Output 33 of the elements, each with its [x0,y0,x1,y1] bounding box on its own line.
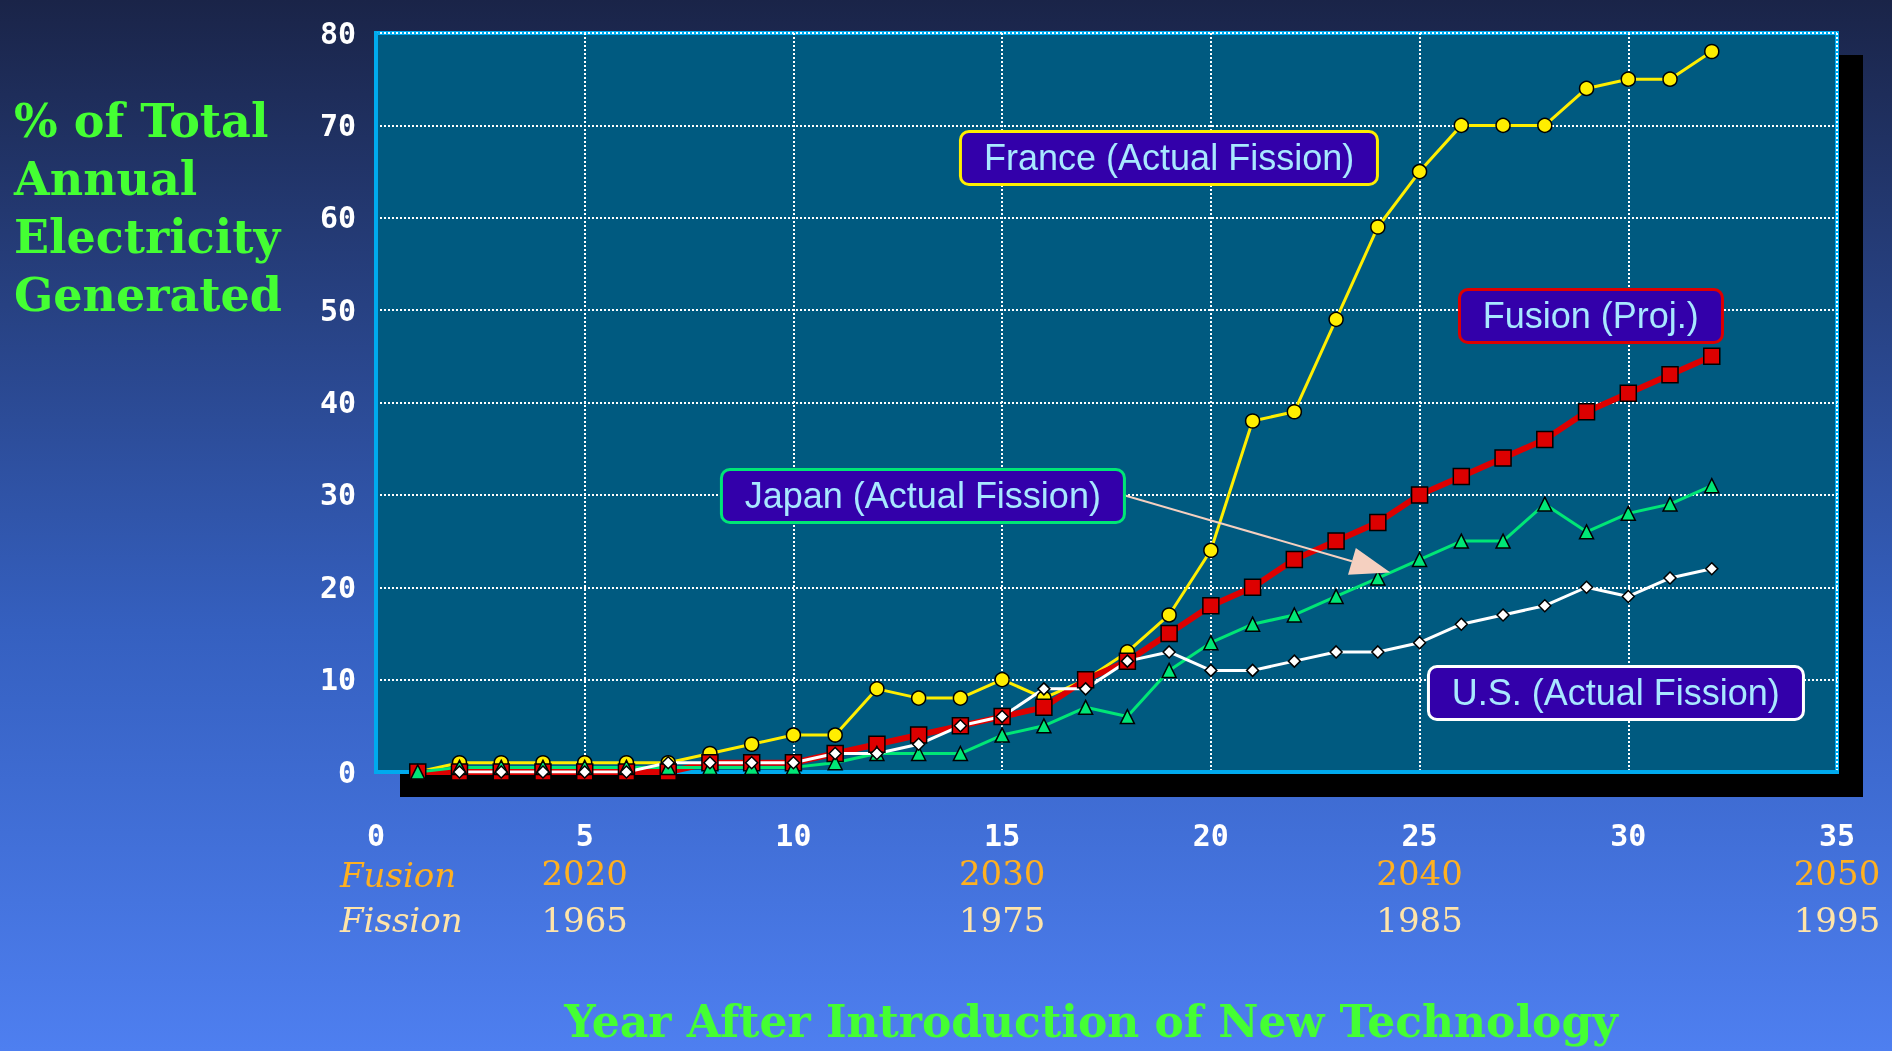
text: 1975 [958,900,1046,940]
text: 1995 [1793,900,1881,940]
y-tick-label: 40 [319,385,356,420]
text: 1985 [1376,900,1463,940]
text: Japan (Actual Fission) [719,467,1126,524]
x-tick-label: 25 [1401,817,1438,853]
text: Fission [340,900,463,940]
x2-tick-label: 2020 [541,853,628,893]
x-tick-label: 30 [1610,817,1647,853]
y-tick-label: 30 [319,477,356,513]
x-tick-label: 20 [1192,817,1229,853]
text: 1965 [541,900,628,940]
x-axis-title: Year After Introduction of New Technology [563,996,1620,1047]
y-tick-label: 20 [319,569,356,605]
x-tick-label: 35 [1818,817,1856,853]
x-tick-label: 5 [575,817,594,853]
series-label: U.S. (Actual Fission) [1426,664,1805,721]
y-tick-label: 0 [337,754,356,790]
x2-tick-label: 2050 [1793,853,1881,893]
x2-tick-label: 2030 [958,853,1046,893]
x-tick-label: 15 [984,817,1021,853]
y-tick-label: 80 [319,15,356,51]
x-tick-label: 10 [775,817,812,853]
y-axis-title: % of Total Annual Electricity Generated [14,93,283,324]
x2-axis-title: Fusion [340,855,457,895]
x2-tick-label: 2040 [1376,853,1463,893]
y-tick-label: 60 [319,200,356,236]
y-tick-label: 50 [319,292,356,328]
series-label: Fusion (Proj.) [1457,287,1724,344]
y-tick-label: 10 [319,662,356,698]
x-tick-label: 0 [366,817,386,853]
series-label: France (Actual Fission) [959,129,1380,186]
y-tick-label: 70 [319,107,356,143]
